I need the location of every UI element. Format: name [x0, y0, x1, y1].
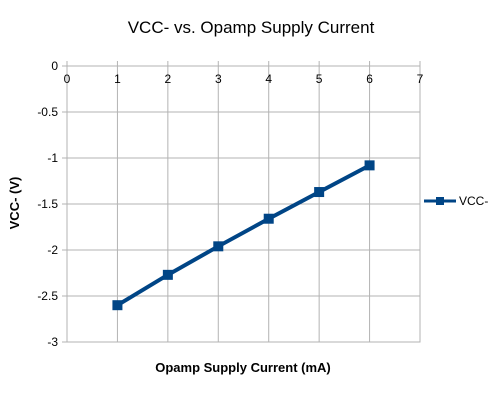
x-tick-label: 0	[64, 72, 71, 86]
y-tick-label: -0.5	[37, 105, 58, 119]
grid	[62, 61, 421, 343]
x-tick-label: 5	[316, 72, 323, 86]
legend: VCC-	[424, 194, 488, 208]
y-tick-label: -2	[47, 243, 58, 257]
data-point	[314, 187, 325, 198]
y-axis-label: VCC- (V)	[7, 177, 22, 230]
y-tick-label: -1	[47, 151, 58, 165]
plot-area-border	[66, 65, 421, 343]
data-point	[112, 300, 123, 311]
axes	[66, 65, 421, 343]
data-point	[162, 269, 173, 280]
legend-label: VCC-	[459, 194, 488, 208]
x-tick-label: 2	[165, 72, 172, 86]
legend-square-marker	[436, 197, 444, 205]
x-tick-label: 6	[366, 72, 373, 86]
x-tick-label: 7	[417, 72, 424, 86]
data-point	[263, 213, 274, 224]
y-tick-label: -3	[47, 335, 58, 349]
series-line	[116, 163, 371, 307]
x-tick-label: 4	[265, 72, 272, 86]
tick-labels: 0 1 2 3 4 5 6 7 0 -0.5 -1 -1.5 -2 -2.5 -3	[37, 59, 423, 349]
x-axis-label: Opamp Supply Current (mA)	[155, 360, 331, 375]
y-tick-label: -1.5	[37, 197, 58, 211]
series	[112, 160, 375, 311]
x-tick-label: 3	[215, 72, 222, 86]
data-point	[364, 160, 375, 171]
chart-title: VCC- vs. Opamp Supply Current	[128, 18, 375, 37]
y-tick-label: -2.5	[37, 289, 58, 303]
x-tick-label: 1	[114, 72, 121, 86]
data-point	[213, 241, 224, 252]
y-tick-label: 0	[51, 59, 58, 73]
